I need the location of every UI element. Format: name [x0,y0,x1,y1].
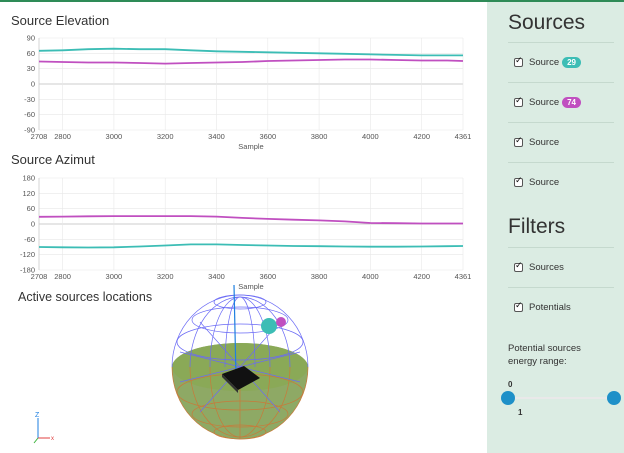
y-tick-label: 180 [22,174,35,183]
globe-lower-mesh [171,366,309,440]
azimuth-chart-title: Source Azimut [11,152,95,167]
source-id-badge: 29 [562,57,582,68]
y-tick-label: 60 [27,204,35,213]
source-marker-2[interactable] [276,317,286,327]
x-tick-label: 3400 [208,132,225,141]
y-tick-label: -90 [24,126,35,135]
energy-range-track[interactable] [508,397,614,399]
source-checkbox[interactable] [514,56,523,67]
x-tick-label: 4361 [455,132,472,141]
x-tick-label: 3400 [208,272,225,281]
x-tick-label: 3600 [259,132,276,141]
source-label: Source [529,57,560,68]
x-tick-label: 3200 [157,132,174,141]
y-tick-label: -120 [20,250,35,259]
y-tick-label: 90 [27,34,35,43]
filter-row-1[interactable]: Sources [508,247,614,287]
source-id-badge: 74 [562,97,582,108]
x-axis-label: Sample [238,142,263,151]
x-tick-label: 2800 [54,272,71,281]
source-row-4[interactable]: Source [508,162,614,202]
y-tick-label: -180 [20,266,35,275]
source-checkbox[interactable] [514,176,523,187]
x-tick-label: 2708 [31,272,48,281]
series-line-2 [38,58,464,65]
x-tick-label: 3000 [106,132,123,141]
filter-checkbox[interactable] [514,261,523,272]
elevation-chart-title: Source Elevation [11,13,110,28]
energy-range-min: 0 [508,380,513,389]
x-tick-label: 3600 [259,272,276,281]
locations-title: Active sources locations [18,290,153,304]
globe-z-axis-line [233,284,237,379]
source-label: Source [529,97,560,108]
energy-range-high-handle[interactable] [607,391,621,405]
x-axis-label: Sample [238,282,263,291]
globe-upper-mesh [171,294,309,413]
y-tick-label: 30 [27,64,35,73]
x-tick-label: 4000 [362,272,379,281]
sources-heading: Sources [508,11,586,34]
filter-label: Sources [529,262,564,273]
sidebar: Sources Source29Source74SourceSource Fil… [487,2,624,453]
x-tick-label: 4200 [413,272,430,281]
top-accent-line [0,0,624,2]
main-panel: Source Elevation 90 60 30 0 -30 -60 -90 2708 280… [0,2,487,453]
energy-range-low-handle[interactable] [501,391,515,405]
x-tick-label: 2708 [31,132,48,141]
x-tick-label: 3200 [157,272,174,281]
source-checkbox[interactable] [514,96,523,107]
sources-globe-3d[interactable] [160,282,320,447]
y-tick-label: 0 [31,80,35,89]
energy-range-label: Potential sources energy range: [508,343,581,367]
x-tick-label: 2800 [54,132,71,141]
x-tick-label: 3800 [311,132,328,141]
y-tick-label: 120 [22,189,35,198]
x-tick-label: 3000 [106,272,123,281]
microphone-array-side [222,374,238,393]
filters-heading: Filters [508,215,566,238]
y-tick-label: -60 [24,110,35,119]
x-tick-label: 4361 [455,272,472,281]
y-tick-label: -60 [24,235,35,244]
axis-z-label: Z [35,412,40,419]
microphone-array-box [222,366,260,390]
y-tick-label: 0 [31,220,35,229]
source-label: Source [529,137,560,148]
source-label: Source [529,177,560,188]
filter-checkbox[interactable] [514,301,523,312]
axis-x-label: x [51,436,54,442]
energy-range-max: 1 [518,408,523,417]
series-line-1 [38,215,463,225]
source-marker-1[interactable] [261,318,277,334]
y-tick-label: 60 [27,49,35,58]
x-tick-label: 3800 [311,272,328,281]
axes-orientation-widget: Z x [33,412,54,444]
y-tick-label: -30 [24,95,35,104]
x-tick-label: 4200 [413,132,430,141]
series-line-2 [38,243,464,249]
series-line-1 [38,47,463,57]
filter-row-2[interactable]: Potentials [508,287,614,327]
source-checkbox[interactable] [514,136,523,147]
filter-label: Potentials [529,302,571,313]
source-row-3[interactable]: Source [508,122,614,162]
x-tick-label: 4000 [362,132,379,141]
